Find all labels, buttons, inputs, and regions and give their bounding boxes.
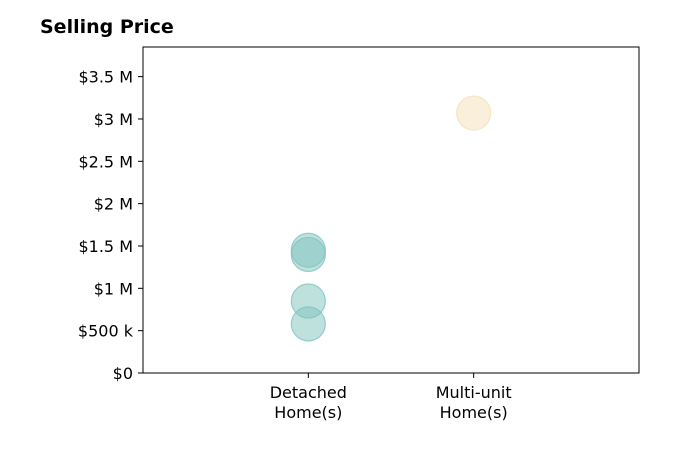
- data-point: [456, 95, 492, 131]
- x-tick-label: Home(s): [440, 403, 508, 422]
- data-points: [290, 95, 492, 342]
- data-point: [290, 236, 326, 273]
- y-tick-label: $2.5 M: [78, 152, 133, 171]
- y-tick-label: $0: [113, 364, 133, 383]
- x-tick-label: Detached: [270, 383, 347, 402]
- y-tick-label: $500 k: [78, 322, 134, 341]
- x-tick-label: Multi-unit: [436, 383, 512, 402]
- y-tick-label: $2 M: [94, 195, 133, 214]
- y-tick-label: $1.5 M: [78, 237, 133, 256]
- data-point: [290, 306, 326, 342]
- y-tick-label: $3.5 M: [78, 68, 133, 87]
- x-tick-label: Home(s): [274, 403, 342, 422]
- y-tick-label: $3 M: [94, 110, 133, 129]
- plot-frame: [142, 46, 640, 374]
- y-tick-label: $1 M: [94, 279, 133, 298]
- chart-title: Selling Price: [40, 16, 174, 38]
- y-axis: $0 $500 k $1 M $1.5 M $2 M $2.5 M $3 M $3.5 M: [78, 68, 143, 383]
